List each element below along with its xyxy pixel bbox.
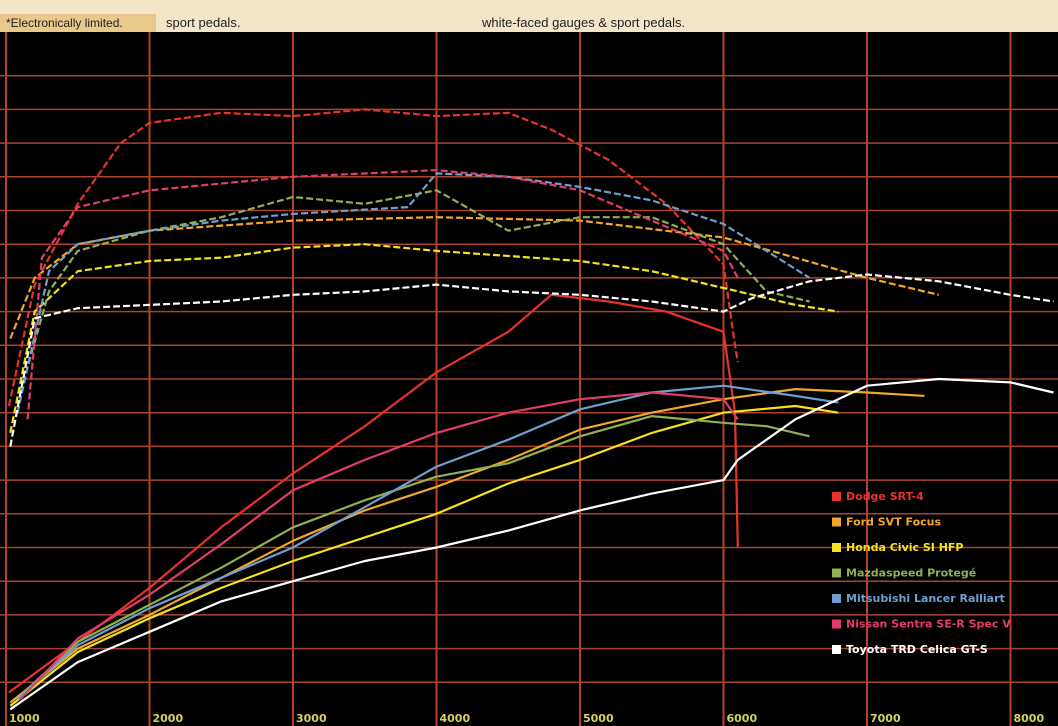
- x-tick-label: 8000: [1014, 712, 1045, 725]
- footnote-electronically-limited: *Electronically limited.: [0, 14, 156, 32]
- x-tick-label: 1000: [9, 712, 40, 725]
- series-line-hp-3: [19, 415, 810, 697]
- legend-swatch: [832, 492, 841, 501]
- series-line-torque-6: [9, 273, 1054, 447]
- chart-legend: Dodge SRT-4 Ford SVT Focus Honda Civic SI …: [832, 490, 1011, 656]
- x-tick-label: 6000: [727, 712, 758, 725]
- legend-label: Nissan Sentra SE-R Spec V: [846, 618, 1011, 631]
- legend-label: Ford SVT Focus: [846, 516, 941, 529]
- caption-col1-line2: sport pedals.: [166, 15, 241, 30]
- series-line-hp-6: [9, 377, 1054, 711]
- legend-label: Toyota TRD Celica GT-S: [846, 643, 988, 656]
- series-line-hp-4: [16, 384, 839, 700]
- legend-label: Honda Civic SI HFP: [846, 541, 963, 554]
- series-line-hp-2: [9, 404, 839, 707]
- x-tick-label: 3000: [296, 712, 327, 725]
- legend-label: Mitsubishi Lancer Ralliart: [846, 592, 1005, 605]
- chart-grid: [0, 32, 1058, 726]
- x-tick-label: 5000: [583, 712, 614, 725]
- series-line-torque-4: [16, 172, 811, 413]
- series-line-torque-3: [19, 189, 810, 393]
- legend-swatch: [832, 568, 841, 578]
- legend-label: Mazdaspeed Protegé: [846, 567, 976, 580]
- legend-swatch: [832, 619, 841, 629]
- legend-swatch: [832, 645, 841, 654]
- series-line-hp-0: [8, 293, 739, 694]
- series-line-torque-0: [7, 108, 739, 407]
- series-line-hp-1: [9, 388, 925, 704]
- series-line-torque-1: [9, 216, 940, 340]
- caption-col2-line2: white-faced gauges & sport pedals.: [482, 15, 686, 30]
- x-tick-label: 7000: [870, 712, 901, 725]
- dyno-chart: 1000 2000 3000 4000 5000 6000 7000 8000 Dodge S…: [0, 32, 1058, 726]
- chart-series: [7, 108, 1054, 711]
- series-line-hp-5: [19, 391, 739, 700]
- legend-swatch: [832, 543, 841, 552]
- x-axis-ticks: 1000 2000 3000 4000 5000 6000 7000 8000: [9, 712, 1044, 725]
- legend-label: Dodge SRT-4: [846, 490, 924, 503]
- series-line-torque-2: [9, 243, 839, 434]
- x-tick-label: 4000: [440, 712, 471, 725]
- legend-swatch: [832, 517, 841, 527]
- series-line-torque-5: [26, 169, 739, 420]
- caption-strip: *Electronically limited. sport pedals. w…: [0, 0, 1058, 32]
- x-tick-label: 2000: [153, 712, 184, 725]
- legend-swatch: [832, 594, 841, 603]
